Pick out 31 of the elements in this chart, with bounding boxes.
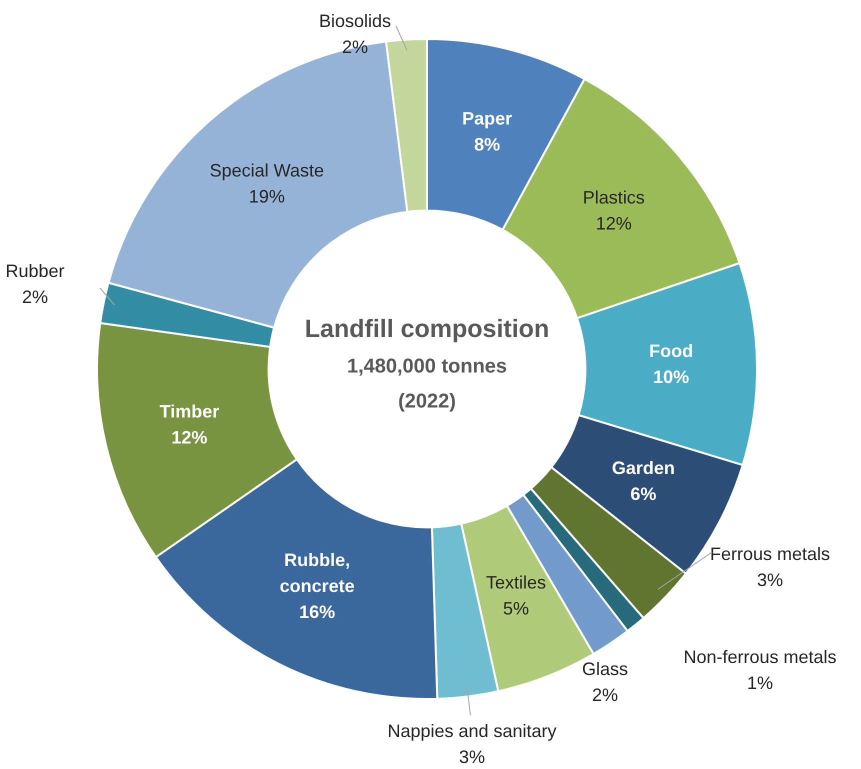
slice-label: Rubble, concrete — [280, 550, 355, 596]
slice-label: Ferrous metals — [710, 544, 830, 564]
slice-label: Biosolids — [318, 10, 392, 31]
data-label: 8% — [474, 134, 500, 154]
slice-label: Food — [649, 341, 694, 362]
text: Landfill composition — [304, 314, 550, 343]
data-label: 2% — [22, 286, 48, 307]
slice-label: Non-ferrous metals — [683, 646, 837, 667]
slice-label: Paper — [462, 108, 512, 128]
data-label: 3% — [756, 570, 784, 590]
data-label: 12% — [596, 214, 632, 234]
slice-label: Garden — [612, 458, 675, 478]
data-label: 6% — [630, 484, 656, 504]
data-label: 16% — [299, 602, 336, 622]
data-label: 5% — [503, 598, 530, 618]
data-label: 3% — [458, 746, 486, 767]
slice-label: Glass — [582, 658, 628, 679]
data-label: 10% — [653, 367, 690, 388]
slice-label: Plastics — [582, 188, 645, 208]
slice-label: Rubber — [5, 260, 65, 281]
slice-label: Timber — [160, 401, 220, 422]
slice-label: Nappies and sanitary — [387, 720, 557, 741]
data-label: 2% — [592, 684, 618, 705]
data-label: 19% — [248, 186, 285, 207]
slice-label: Special Waste — [210, 160, 324, 181]
text: (2022) — [398, 390, 456, 413]
slice-label: Textiles — [486, 572, 546, 592]
text: 1,480,000 tonnes — [346, 356, 508, 378]
data-label: 2% — [342, 36, 368, 57]
data-label: 12% — [171, 427, 208, 448]
data-label: 1% — [746, 672, 774, 693]
